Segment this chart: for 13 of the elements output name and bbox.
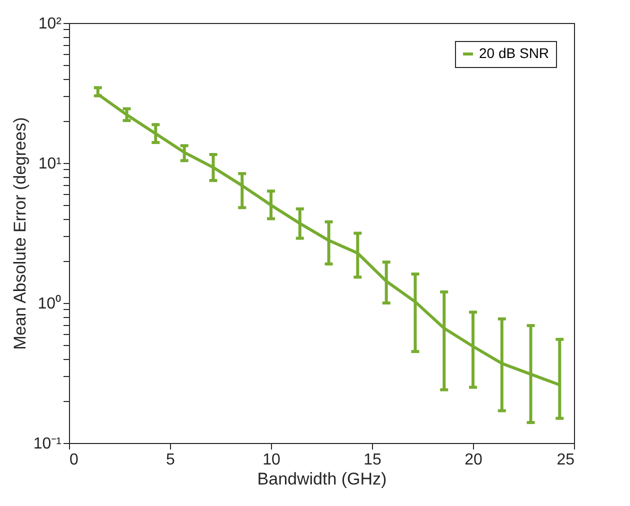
y-tick-label: 10¹ [38, 156, 62, 172]
x-tick-label: 0 [70, 452, 78, 468]
x-tick-label: 5 [166, 452, 176, 468]
y-tick-label: 10⁰ [38, 294, 62, 312]
x-axis-title: Bandwidth (GHz) [257, 470, 387, 488]
y-axis-title: Mean Absolute Error (degrees) [10, 117, 30, 350]
x-tick-label: 10 [262, 452, 280, 468]
y-tick-label: 10² [38, 16, 62, 32]
x-tick-label: 20 [464, 452, 482, 468]
x-tick-label: 15 [364, 452, 382, 468]
x-tick-label: 25 [556, 452, 575, 468]
legend-label: 20 dB SNR [479, 45, 550, 61]
y-tick-label: 10⁻¹ [33, 436, 62, 452]
